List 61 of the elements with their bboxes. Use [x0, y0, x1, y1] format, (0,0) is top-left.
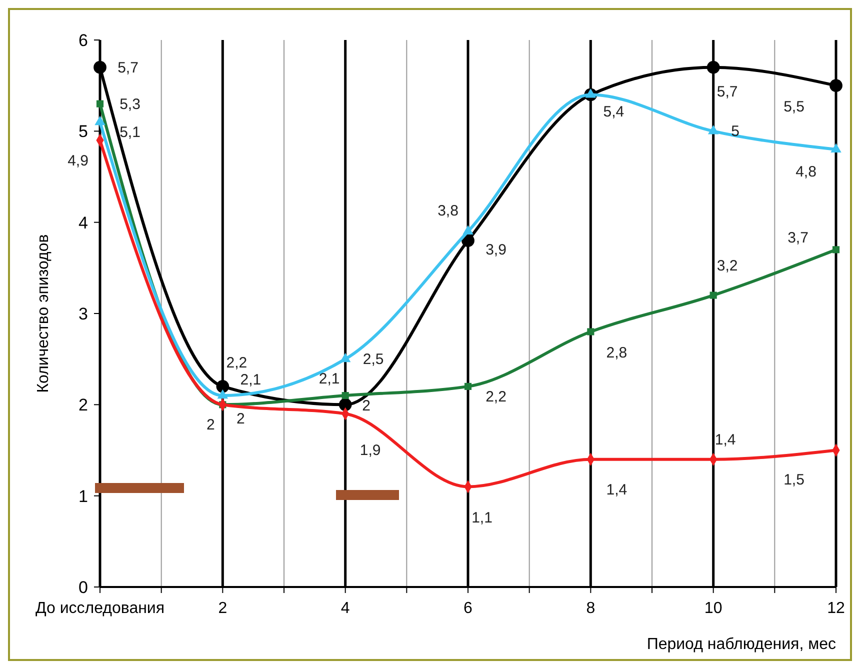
data-label: 1,4: [606, 481, 628, 498]
data-label: 1,5: [784, 471, 804, 488]
y-tick-label: 6: [78, 31, 88, 50]
data-label: 2: [236, 410, 245, 428]
y-axis-title: Количество эпизодов: [35, 234, 52, 393]
point: [830, 143, 842, 152]
x-tick-label: До исследования: [35, 600, 165, 617]
data-label: 3,7: [788, 230, 808, 247]
data-label: 2,1: [240, 372, 262, 389]
y-tick-label: 4: [78, 213, 88, 232]
x-tick-label: 12: [827, 600, 845, 617]
point: [462, 225, 474, 235]
point: [217, 389, 228, 399]
point: [216, 380, 230, 393]
point: [710, 292, 717, 299]
data-label: 3,2: [716, 257, 738, 274]
data-label: 1,9: [360, 442, 381, 459]
x-axis-title: Период наблюдения, мес: [646, 636, 836, 653]
point: [342, 392, 349, 400]
point: [96, 100, 104, 108]
data-label: 5,1: [120, 124, 140, 142]
data-label: 2,5: [362, 351, 384, 368]
data-label: 4,9: [68, 152, 88, 170]
point: [585, 88, 596, 98]
x-tick-label: 8: [586, 600, 596, 617]
data-label: 2,8: [606, 344, 628, 362]
y-tick-label: 3: [78, 304, 88, 324]
data-label: 1,4: [714, 431, 736, 448]
data-label: 2,2: [486, 388, 506, 406]
y-tick-label: 2: [78, 396, 88, 415]
point: [464, 382, 472, 390]
data-label: 5,7: [118, 59, 138, 76]
data-label: 1,1: [472, 510, 492, 527]
point: [832, 246, 840, 254]
y-tick-label: 0: [78, 578, 88, 597]
data-label: 2,1: [318, 370, 340, 388]
data-label: 5,4: [603, 104, 624, 121]
data-label: 2,2: [226, 354, 248, 372]
data-label: 4,8: [796, 163, 816, 180]
y-tick-label: 5: [78, 122, 88, 142]
data-label: 3,8: [438, 202, 458, 220]
point: [338, 398, 352, 412]
point: [708, 124, 719, 134]
point: [462, 234, 474, 247]
data-label: 5,7: [716, 83, 738, 100]
point: [94, 60, 106, 74]
data-label: 2: [206, 416, 215, 434]
point: [587, 328, 594, 336]
point: [706, 60, 720, 74]
point: [340, 352, 351, 362]
y-tick-label: 1: [78, 486, 88, 506]
x-tick-label: 6: [464, 600, 473, 617]
x-tick-label: 10: [704, 600, 722, 617]
point: [830, 79, 842, 92]
point: [94, 116, 106, 126]
data-label: 5,5: [784, 98, 804, 116]
data-label: 3,9: [486, 241, 506, 258]
x-tick-label: 4: [340, 600, 350, 617]
data-label: 2: [362, 398, 371, 415]
data-label: 5,3: [120, 96, 140, 113]
x-tick-label: 2: [218, 600, 228, 617]
